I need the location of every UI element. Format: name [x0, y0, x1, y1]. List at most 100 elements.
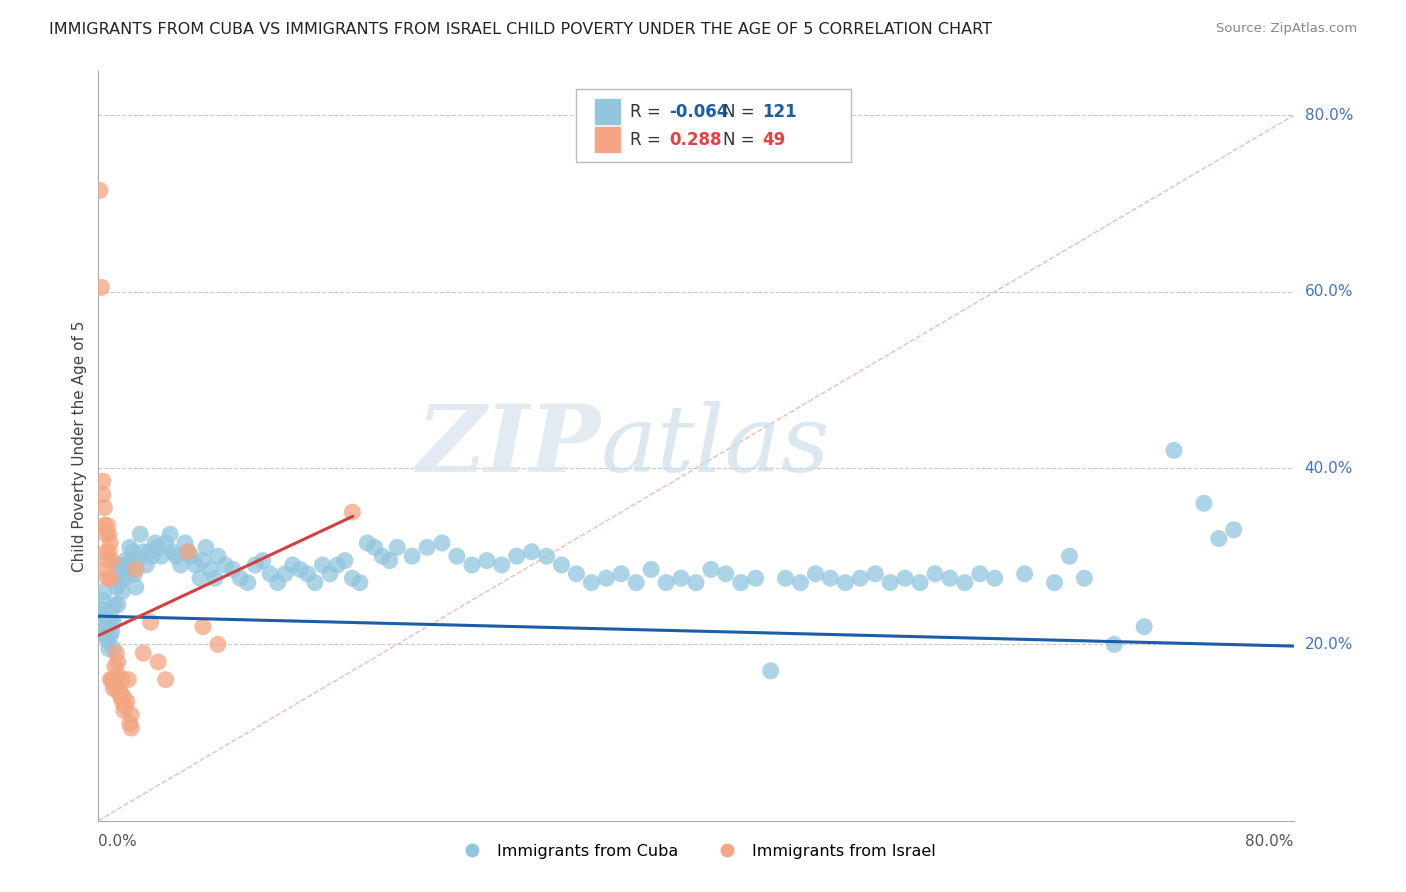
Point [820, 571, 842, 585]
Point [939, 571, 962, 585]
Point [103, 673, 125, 687]
Point [865, 566, 887, 581]
Point [94, 607, 117, 621]
Point [342, 571, 364, 585]
Point [132, 545, 155, 559]
Point [150, 549, 173, 564]
Point [879, 575, 901, 590]
Point [96, 518, 118, 533]
Point [1133, 620, 1156, 634]
Point [97, 527, 120, 541]
Point [1073, 571, 1095, 585]
Point [984, 571, 1007, 585]
Point [101, 602, 124, 616]
Point [108, 686, 131, 700]
Point [120, 553, 142, 567]
Point [96, 553, 118, 567]
Point [132, 646, 155, 660]
Text: 121: 121 [762, 103, 797, 120]
Point [349, 575, 371, 590]
Text: atlas: atlas [600, 401, 830, 491]
Point [385, 541, 409, 555]
Text: 80.0%: 80.0% [1246, 834, 1294, 849]
Point [333, 553, 356, 567]
Point [446, 549, 468, 564]
Text: 60.0%: 60.0% [1305, 285, 1353, 299]
Point [1192, 496, 1215, 510]
Point [103, 615, 125, 630]
Point [155, 536, 177, 550]
Point [120, 721, 142, 735]
Point [125, 562, 148, 576]
Point [97, 545, 120, 559]
Point [180, 549, 202, 564]
Point [491, 558, 513, 572]
Point [121, 545, 143, 559]
Point [326, 558, 349, 572]
Point [96, 620, 118, 634]
Point [96, 632, 118, 647]
Text: IMMIGRANTS FROM CUBA VS IMMIGRANTS FROM ISRAEL CHILD POVERTY UNDER THE AGE OF 5 : IMMIGRANTS FROM CUBA VS IMMIGRANTS FROM … [49, 22, 993, 37]
Point [104, 673, 127, 687]
Point [342, 505, 364, 519]
Point [714, 566, 737, 581]
Point [849, 571, 872, 585]
Point [111, 673, 134, 687]
Point [259, 566, 281, 581]
Point [804, 566, 827, 581]
Point [98, 536, 122, 550]
Point [191, 553, 214, 567]
Point [177, 545, 200, 559]
Point [124, 566, 146, 581]
Point [319, 566, 342, 581]
Point [1208, 532, 1230, 546]
Text: ZIP: ZIP [416, 401, 600, 491]
Point [115, 695, 138, 709]
Point [969, 566, 991, 581]
Point [93, 611, 115, 625]
Text: 0.0%: 0.0% [98, 834, 138, 849]
Point [97, 641, 120, 656]
Point [304, 575, 326, 590]
Text: 20.0%: 20.0% [1305, 637, 1353, 652]
Point [127, 553, 149, 567]
Point [90, 280, 112, 294]
Point [118, 541, 141, 555]
Point [655, 575, 678, 590]
Point [274, 566, 297, 581]
Point [138, 545, 160, 559]
Point [775, 571, 797, 585]
Point [311, 558, 333, 572]
Point [139, 615, 162, 630]
Point [461, 558, 484, 572]
Point [96, 571, 118, 585]
Point [1223, 523, 1246, 537]
Text: 0.288: 0.288 [669, 131, 721, 149]
Point [169, 558, 191, 572]
Point [430, 536, 453, 550]
Point [371, 549, 394, 564]
Point [236, 575, 259, 590]
Point [103, 641, 125, 656]
Point [135, 558, 157, 572]
Point [364, 541, 387, 555]
Point [759, 664, 782, 678]
Text: 40.0%: 40.0% [1305, 460, 1353, 475]
Point [91, 620, 114, 634]
Point [115, 558, 138, 572]
Point [207, 549, 229, 564]
Point [91, 475, 114, 489]
Point [550, 558, 572, 572]
Point [148, 541, 170, 555]
Point [252, 553, 274, 567]
Point [114, 553, 136, 567]
Point [174, 536, 197, 550]
Point [101, 673, 124, 687]
Point [125, 580, 148, 594]
Point [685, 575, 707, 590]
Point [108, 575, 131, 590]
Point [101, 624, 124, 639]
Point [141, 549, 163, 564]
Point [112, 703, 135, 717]
Legend: Immigrants from Cuba, Immigrants from Israel: Immigrants from Cuba, Immigrants from Is… [450, 838, 942, 865]
